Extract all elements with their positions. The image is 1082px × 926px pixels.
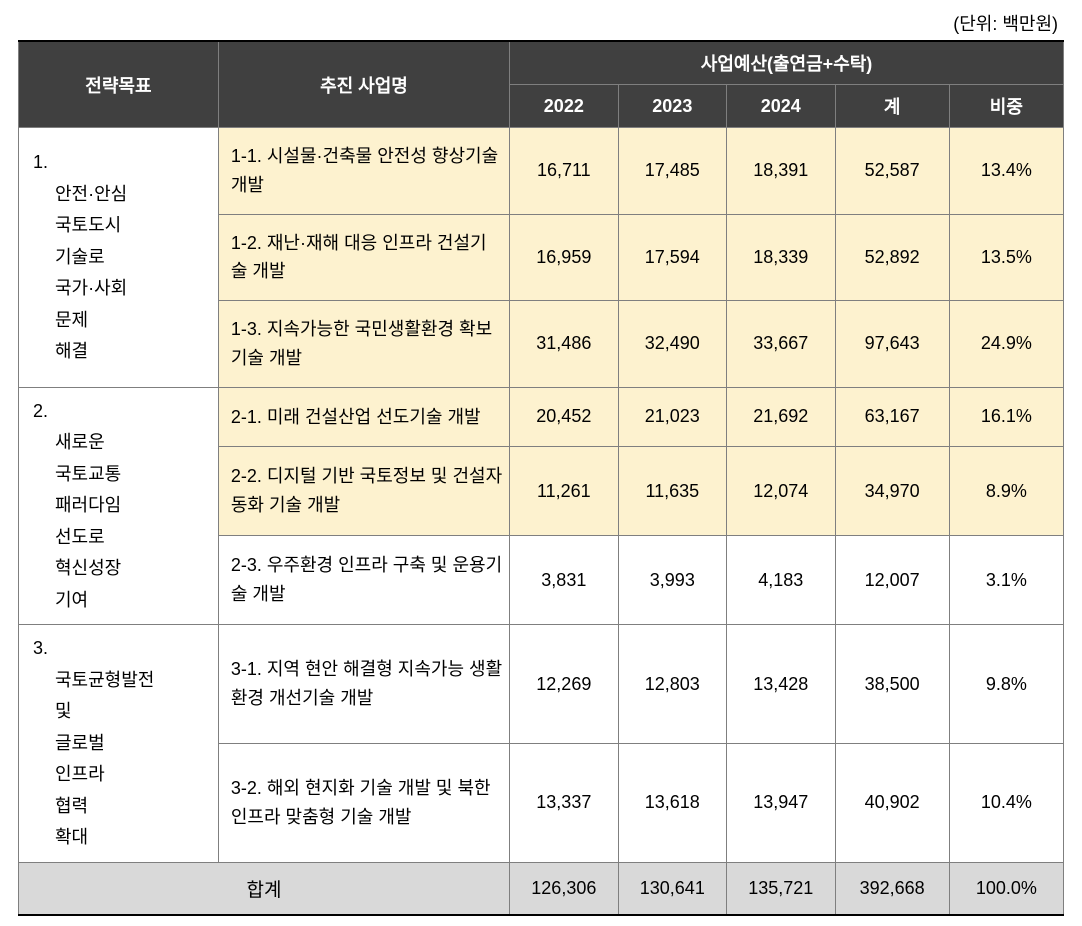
project-cell: 2-3. 우주환경 인프라 구축 및 운용기술 개발 [218,536,509,625]
value-y2023: 12,803 [618,625,726,744]
goal-text-line: 국토도시 [33,210,212,242]
value-y2023: 17,594 [618,214,726,301]
goal-text-line: 패러다임 [33,490,212,522]
value-y2022: 31,486 [510,301,618,388]
value-ratio: 10.4% [949,744,1063,863]
total-ratio: 100.0% [949,862,1063,915]
goal-text-line: 안전·안심 [33,179,212,211]
value-y2022: 3,831 [510,536,618,625]
value-y2022: 12,269 [510,625,618,744]
goal-text-line: 문제 [33,305,212,337]
value-ratio: 8.9% [949,447,1063,536]
value-y2022: 11,261 [510,447,618,536]
goal-cell: 1. 안전·안심국토도시기술로국가·사회문제해결 [19,128,219,388]
project-cell: 3-1. 지역 현안 해결형 지속가능 생활환경 개선기술 개발 [218,625,509,744]
total-y2022: 126,306 [510,862,618,915]
goal-number: 2. [33,401,48,421]
value-y2024: 21,692 [727,387,835,446]
value-y2024: 12,074 [727,447,835,536]
header-2022: 2022 [510,85,618,128]
budget-table: 전략목표 추진 사업명 사업예산(출연금+수탁) 2022 2023 2024 … [18,40,1064,916]
value-ratio: 16.1% [949,387,1063,446]
goal-text-line: 국토균형발전 [33,665,212,697]
value-sum: 38,500 [835,625,949,744]
table-body: 1. 안전·안심국토도시기술로국가·사회문제해결 1-1. 시설물·건축물 안전성 … [19,128,1064,915]
value-y2024: 13,947 [727,744,835,863]
goal-text-line: 확대 [33,822,212,854]
value-sum: 40,902 [835,744,949,863]
value-y2022: 13,337 [510,744,618,863]
value-sum: 97,643 [835,301,949,388]
value-y2022: 20,452 [510,387,618,446]
project-cell: 1-2. 재난·재해 대응 인프라 건설기술 개발 [218,214,509,301]
value-y2024: 4,183 [727,536,835,625]
value-y2023: 17,485 [618,128,726,215]
header-2023: 2023 [618,85,726,128]
total-row: 합계126,306130,641135,721392,668100.0% [19,862,1064,915]
value-y2023: 21,023 [618,387,726,446]
value-sum: 12,007 [835,536,949,625]
total-y2023: 130,641 [618,862,726,915]
table-header: 전략목표 추진 사업명 사업예산(출연금+수탁) 2022 2023 2024 … [19,41,1064,128]
project-cell: 1-3. 지속가능한 국민생활환경 확보기술 개발 [218,301,509,388]
project-cell: 2-2. 디지털 기반 국토정보 및 건설자동화 기술 개발 [218,447,509,536]
value-sum: 52,587 [835,128,949,215]
goal-text-line: 및 [33,696,212,728]
value-ratio: 13.4% [949,128,1063,215]
project-cell: 1-1. 시설물·건축물 안전성 향상기술 개발 [218,128,509,215]
header-project: 추진 사업명 [218,41,509,128]
total-y2024: 135,721 [727,862,835,915]
unit-label: (단위: 백만원) [18,10,1064,36]
value-sum: 63,167 [835,387,949,446]
header-ratio: 비중 [949,85,1063,128]
header-budget-group: 사업예산(출연금+수탁) [510,41,1064,85]
goal-number: 3. [33,638,48,658]
goal-text-line: 협력 [33,791,212,823]
goal-text-line: 선도로 [33,522,212,554]
goal-text-line: 해결 [33,336,212,368]
goal-text-line: 기여 [33,585,212,617]
goal-cell: 3. 국토균형발전및글로벌인프라협력확대 [19,625,219,863]
goal-text-line: 국토교통 [33,459,212,491]
value-y2022: 16,711 [510,128,618,215]
value-y2023: 3,993 [618,536,726,625]
value-y2024: 33,667 [727,301,835,388]
value-ratio: 24.9% [949,301,1063,388]
value-y2024: 13,428 [727,625,835,744]
goal-text-line: 기술로 [33,242,212,274]
value-y2023: 13,618 [618,744,726,863]
value-y2023: 32,490 [618,301,726,388]
total-label: 합계 [19,862,510,915]
table-row: 1.안전·안심국토도시기술로국가·사회문제해결1-1. 시설물·건축물 안전성 … [19,128,1064,215]
goal-text-line: 글로벌 [33,728,212,760]
value-ratio: 13.5% [949,214,1063,301]
project-cell: 3-2. 해외 현지화 기술 개발 및 북한 인프라 맞춤형 기술 개발 [218,744,509,863]
goal-text-line: 국가·사회 [33,273,212,305]
value-y2024: 18,339 [727,214,835,301]
goal-cell: 2. 새로운국토교통패러다임선도로혁신성장기여 [19,387,219,625]
value-ratio: 3.1% [949,536,1063,625]
table-row: 2.새로운국토교통패러다임선도로혁신성장기여2-1. 미래 건설산업 선도기술 … [19,387,1064,446]
value-y2022: 16,959 [510,214,618,301]
value-sum: 52,892 [835,214,949,301]
header-sum: 계 [835,85,949,128]
header-2024: 2024 [727,85,835,128]
goal-text-line: 혁신성장 [33,553,212,585]
goal-number: 1. [33,152,48,172]
project-cell: 2-1. 미래 건설산업 선도기술 개발 [218,387,509,446]
value-ratio: 9.8% [949,625,1063,744]
goal-text-line: 새로운 [33,427,212,459]
total-sum: 392,668 [835,862,949,915]
header-goal: 전략목표 [19,41,219,128]
value-y2023: 11,635 [618,447,726,536]
goal-text-line: 인프라 [33,759,212,791]
value-sum: 34,970 [835,447,949,536]
table-row: 3.국토균형발전및글로벌인프라협력확대3-1. 지역 현안 해결형 지속가능 생… [19,625,1064,744]
value-y2024: 18,391 [727,128,835,215]
